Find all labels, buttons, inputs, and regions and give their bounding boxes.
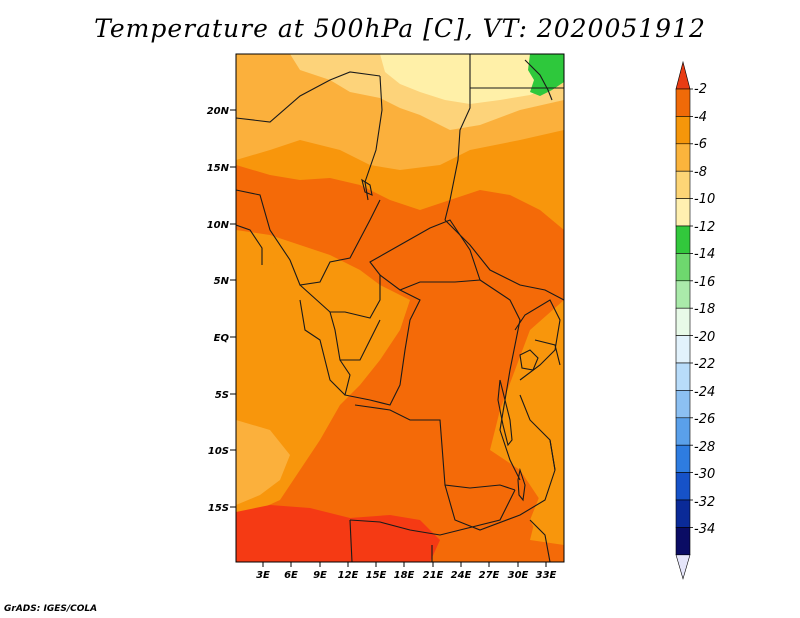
border-drc-west [339, 289, 421, 406]
colorbar-label: -12 [694, 220, 715, 235]
border-nigeria [236, 189, 381, 286]
colorbar-segment [675, 335, 691, 364]
colorbar-label: -26 [694, 412, 715, 427]
y-tick-label: 5S [215, 390, 229, 401]
x-tick-label: 3E [256, 570, 270, 581]
colorbar-segment [675, 143, 691, 172]
colorbar-label: -20 [694, 330, 715, 345]
colorbar-segment [675, 307, 691, 336]
border-kenya [534, 339, 561, 366]
colorbar-label: -4 [694, 110, 707, 125]
colorbar-segment [675, 499, 691, 528]
colorbar-segment [675, 225, 691, 254]
border-north-2 [364, 75, 383, 201]
colorbar-label: -30 [694, 467, 715, 482]
colorbar-label: -34 [694, 522, 715, 537]
border-north-1 [236, 71, 381, 123]
colorbar-label: -8 [694, 165, 707, 180]
colorbar-label: -18 [694, 302, 715, 317]
colorbar-arrow-top [675, 60, 691, 90]
x-tick-label: 6E [284, 570, 298, 581]
lake-victoria [519, 349, 539, 371]
border-drc-east [479, 279, 521, 481]
x-tick-label: 15E [366, 570, 387, 581]
field-light-orange-west [236, 420, 290, 505]
colorbar-segment [675, 116, 691, 145]
colorbar-label: -6 [694, 137, 707, 152]
border-east-lakes [514, 299, 561, 381]
map-title: Temperature at 500hPa [C], VT: 202005191… [94, 14, 706, 43]
colorbar-segment [675, 390, 691, 419]
colorbar-segment [675, 444, 691, 473]
lake-chad [361, 178, 373, 196]
y-tick-label: 15N [207, 163, 230, 174]
field-green-patch [528, 54, 564, 96]
y-tick-label: 15S [208, 503, 229, 514]
colorbar-label: -22 [694, 357, 715, 372]
country-borders [236, 54, 564, 562]
y-tick-label: 5N [214, 276, 230, 287]
lake-malawi [517, 467, 526, 502]
colorbar-segment [675, 362, 691, 391]
colorbar-label: -28 [694, 440, 715, 455]
colorbar-segment [675, 280, 691, 309]
colorbar-segment [675, 170, 691, 199]
border-tanzania [519, 394, 556, 471]
x-axis [262, 562, 547, 567]
y-tick-label: EQ [214, 333, 230, 344]
colorbar-segment [675, 253, 691, 282]
grads-credit: GrADS: IGES/COLA [4, 604, 98, 614]
field-dark-orange-center [236, 165, 564, 562]
colorbar-label: -24 [694, 385, 715, 400]
border-west-africa [236, 224, 263, 265]
border-namibia [349, 519, 353, 562]
x-tick-label: 18E [394, 570, 415, 581]
x-tick-label: 9E [313, 570, 327, 581]
y-tick-label: 10N [207, 220, 230, 231]
border-angola [354, 404, 516, 491]
colorbar-label: -16 [694, 275, 715, 290]
colorbar-label: -14 [694, 247, 715, 262]
border-mozambique [529, 519, 551, 562]
colorbar [675, 60, 693, 580]
field-orange-southeast [500, 380, 564, 540]
x-tick-labels: 3E 6E 9E 12E 15E 18E 21E 24E 27E 30E 33E [256, 570, 556, 581]
x-tick-label: 27E [479, 570, 500, 581]
border-coast-west [299, 299, 346, 396]
colorbar-label: -2 [694, 82, 707, 97]
y-axis [230, 109, 236, 508]
colorbar-arrow-bottom [675, 554, 691, 580]
colorbar-label: -32 [694, 495, 715, 510]
colorbar-label: -10 [694, 192, 715, 207]
border-gabon-congo [329, 311, 381, 361]
y-tick-label: 20N [207, 106, 230, 117]
colorbar-segment [675, 527, 691, 556]
border-angola-namibia [349, 489, 516, 536]
lake-tanganyika [497, 379, 513, 447]
colorbar-segment [675, 417, 691, 446]
field-red-south [236, 505, 440, 562]
plot-frame [235, 53, 565, 563]
y-tick-label: 10S [208, 446, 229, 457]
colorbar-segment [675, 472, 691, 501]
x-tick-label: 33E [536, 570, 557, 581]
field-pale-yellow-north [380, 54, 564, 104]
sea-red [524, 59, 553, 101]
x-tick-label: 30E [508, 570, 529, 581]
y-tick-labels: 20N 15N 10N 5N EQ 5S 10S 15S [207, 106, 230, 514]
colorbar-segment [675, 198, 691, 227]
temperature-field [236, 54, 564, 562]
x-tick-label: 24E [451, 570, 472, 581]
x-tick-label: 12E [338, 570, 359, 581]
border-chad-sudan [444, 219, 564, 301]
colorbar-labels: -2 -4 -6 -8 -10 -12 -14 -16 -18 -20 -22 … [694, 82, 715, 537]
x-tick-label: 21E [423, 570, 444, 581]
border-libya-egypt [444, 54, 471, 221]
colorbar-segment [675, 88, 691, 117]
border-cameroon [299, 275, 381, 319]
